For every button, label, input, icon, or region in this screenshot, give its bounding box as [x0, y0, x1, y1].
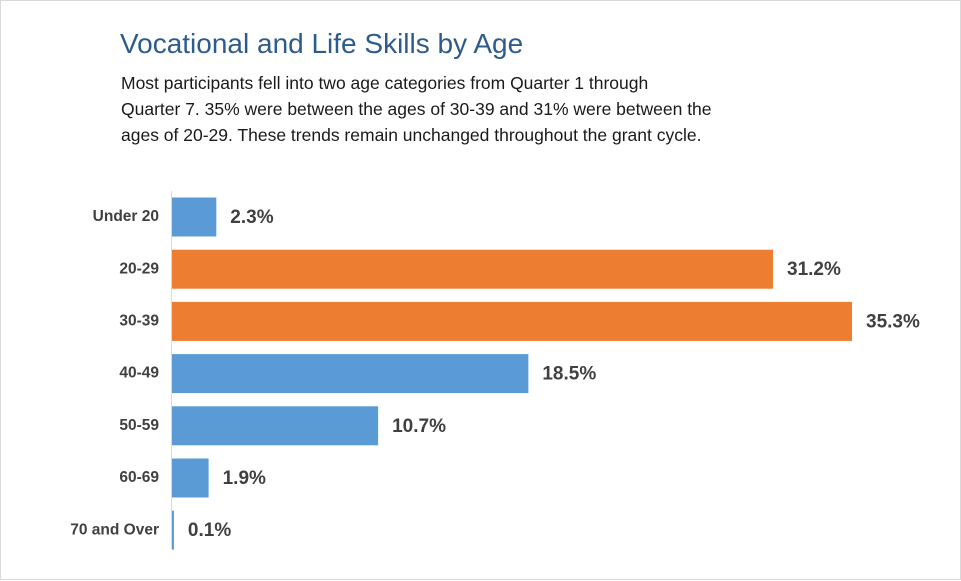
category-label: 60-69 — [119, 469, 159, 486]
category-label: 50-59 — [119, 417, 159, 434]
category-label: 20-29 — [119, 260, 159, 277]
bar — [172, 458, 209, 498]
subtitle-line: Quarter 7. 35% were between the ages of … — [121, 99, 712, 119]
subtitle-line: Most participants fell into two age cate… — [121, 73, 649, 93]
category-label: 40-49 — [119, 365, 159, 382]
category-label: 70 and Over — [70, 521, 159, 538]
bar — [172, 354, 529, 394]
value-label: 0.1% — [188, 520, 231, 541]
category-label: Under 20 — [93, 208, 159, 225]
chart-title: Vocational and Life Skills by Age — [120, 28, 524, 59]
value-label: 2.3% — [230, 207, 273, 228]
value-label: 10.7% — [392, 416, 446, 437]
bar — [172, 510, 174, 550]
bar — [172, 301, 852, 341]
bar — [172, 406, 379, 446]
value-label: 35.3% — [866, 311, 920, 332]
value-label: 31.2% — [787, 259, 841, 280]
value-label: 1.9% — [223, 468, 266, 489]
subtitle-line: ages of 20-29. These trends remain uncha… — [121, 125, 702, 145]
category-label: 30-39 — [119, 312, 159, 329]
bar — [172, 197, 217, 237]
bar — [172, 249, 774, 289]
value-label: 18.5% — [542, 364, 596, 385]
